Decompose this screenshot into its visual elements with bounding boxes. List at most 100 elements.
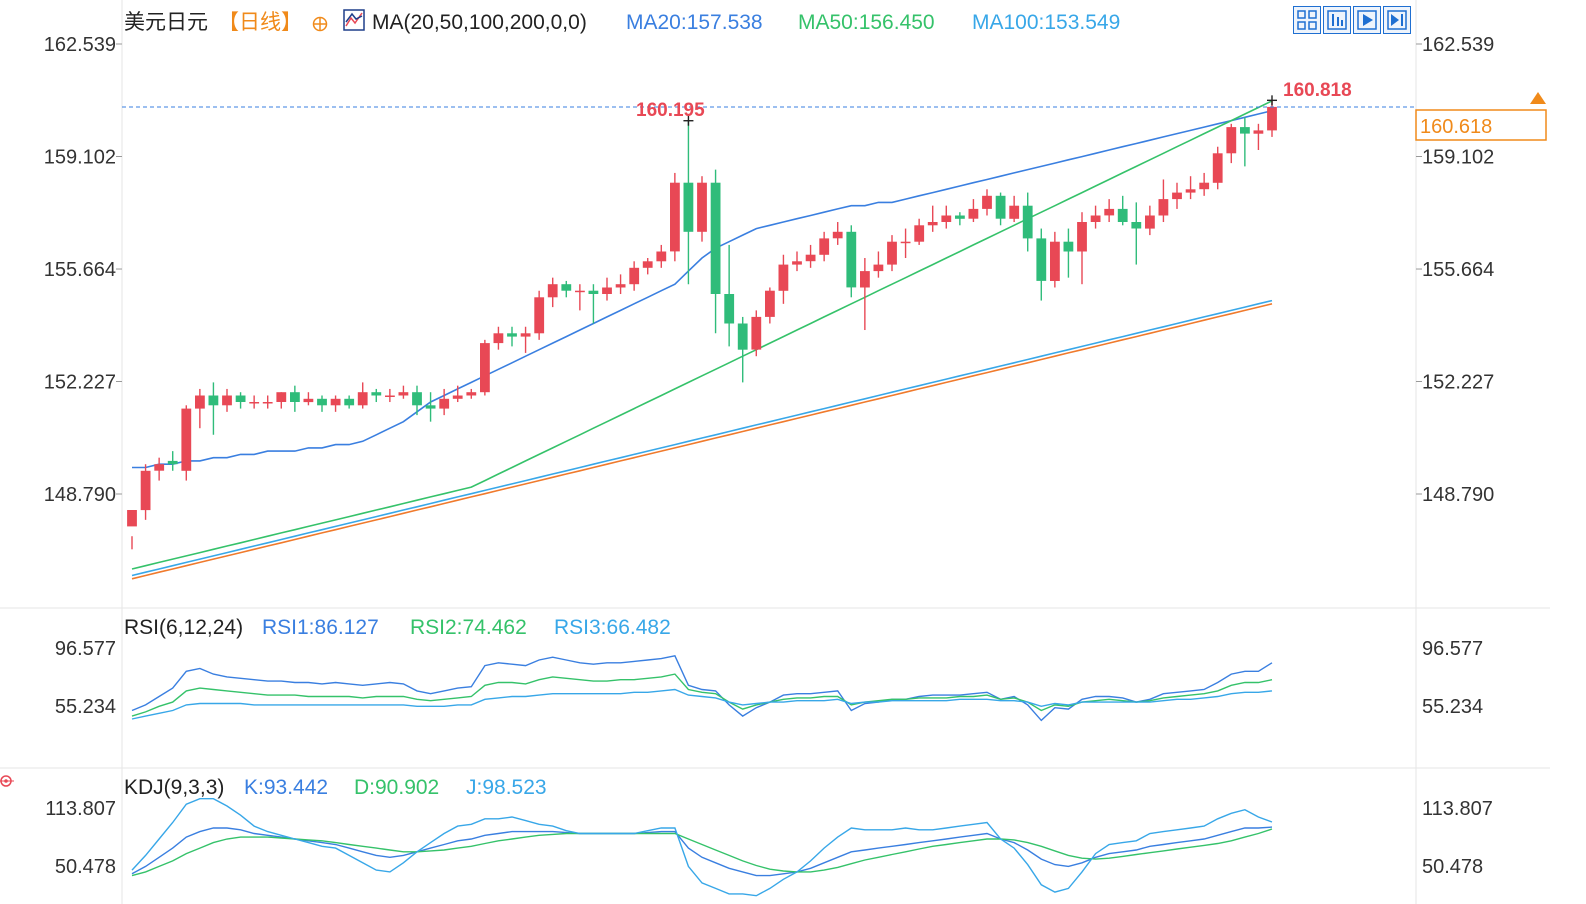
price-tick-left: 152.227	[44, 372, 116, 394]
ma-settings-icon[interactable]	[343, 9, 365, 31]
rsi-line-rsi2	[131, 673, 1273, 717]
price-axis-right: 162.539 159.102 155.664 152.227 148.790	[1416, 34, 1494, 506]
rsi-tick-left: 96.577	[55, 638, 116, 660]
candle-body	[140, 470, 151, 511]
candle	[1267, 100, 1277, 137]
candle-body	[1226, 127, 1237, 154]
candle-body	[846, 231, 857, 288]
candle-body	[1172, 192, 1182, 200]
candle	[1199, 172, 1210, 196]
play-button[interactable]	[1353, 6, 1381, 34]
k-value: K:93.442	[244, 776, 328, 799]
candle-body	[195, 395, 205, 409]
candle	[615, 274, 626, 295]
crosshair-button[interactable]	[1293, 6, 1321, 34]
candle-body	[466, 392, 477, 396]
candle	[1063, 228, 1074, 278]
kdj-axis: 113.807 113.807 50.478 50.478	[45, 798, 1493, 878]
zoom-button[interactable]	[1323, 6, 1351, 34]
candle	[1145, 205, 1155, 236]
candle	[1253, 123, 1264, 151]
price-tick-right: 155.664	[1422, 259, 1494, 281]
candle	[452, 385, 463, 403]
price-tick-left: 148.790	[44, 484, 116, 506]
candle	[425, 392, 436, 422]
candle	[507, 326, 517, 347]
candle-body	[1022, 205, 1033, 239]
candle	[629, 261, 640, 291]
forward-button[interactable]	[1383, 6, 1411, 34]
rsi-axis: 96.577 96.577 55.234 55.234	[55, 638, 1483, 718]
candle	[385, 388, 395, 403]
peak-label: 160.195	[636, 100, 705, 121]
candle-body	[452, 395, 463, 399]
high-annotation: 160.818	[1283, 80, 1352, 101]
candle-body	[683, 182, 694, 232]
price-tick-right: 162.539	[1422, 34, 1494, 56]
ma20-value: MA20:157.538	[626, 11, 763, 34]
candle-body	[1240, 127, 1250, 134]
candle-body	[1090, 215, 1101, 222]
candle-body	[670, 182, 680, 252]
candle	[1022, 192, 1033, 252]
ma-line-ma20	[132, 109, 1273, 469]
candle-body	[792, 261, 802, 265]
kdj-tick-right: 50.478	[1422, 856, 1483, 878]
ma100-value: MA100:153.549	[972, 11, 1120, 34]
period-label[interactable]: 【日线】	[218, 11, 302, 34]
kdj-tick-left: 50.478	[55, 856, 116, 878]
candle	[1240, 117, 1250, 167]
candle-body	[181, 408, 192, 471]
candle-body	[303, 398, 314, 403]
candle	[914, 218, 925, 245]
kdj-lines	[131, 798, 1273, 897]
candle-body	[588, 290, 599, 294]
selection-indicator-icon[interactable]	[0, 775, 14, 787]
candle-body	[1253, 130, 1264, 134]
current-price-label: 160.618	[1420, 116, 1492, 138]
candle	[466, 388, 477, 399]
candle	[222, 388, 232, 412]
candle-body	[317, 398, 327, 406]
play-icon	[1357, 10, 1377, 30]
candle	[181, 405, 192, 481]
candle	[195, 388, 205, 429]
symbol-title: 美元日元	[124, 11, 208, 34]
candle	[154, 457, 165, 481]
candle-body	[602, 287, 612, 294]
rsi-line-rsi1	[131, 655, 1273, 722]
candle	[832, 222, 843, 245]
kdj-line-d	[131, 828, 1273, 877]
candle	[1131, 202, 1142, 265]
candle	[1117, 195, 1128, 226]
ma-lines	[131, 100, 1273, 580]
candle	[439, 388, 450, 416]
candle-body	[235, 395, 246, 402]
ma50-value: MA50:156.450	[798, 11, 935, 34]
candle-body	[710, 182, 721, 294]
candle	[1172, 182, 1182, 209]
candle	[778, 254, 789, 304]
candle-body	[520, 333, 531, 337]
candle-body	[941, 215, 952, 222]
candle	[575, 284, 585, 311]
candle	[602, 277, 612, 301]
add-indicator-icon[interactable]	[312, 16, 328, 32]
candle-body	[1199, 182, 1210, 190]
candle-body	[208, 395, 219, 406]
ma-line-ma100	[131, 299, 1273, 577]
candle-body	[1077, 222, 1087, 252]
rsi3-value: RSI3:66.482	[554, 616, 671, 639]
candle	[344, 395, 355, 409]
candle	[1077, 212, 1087, 285]
candle-body	[1063, 241, 1074, 252]
candle-body	[127, 510, 137, 527]
candle	[710, 169, 721, 334]
kdj-tick-left: 113.807	[45, 798, 116, 820]
candle-body	[1158, 199, 1169, 216]
candle-body	[507, 333, 517, 337]
rsi-lines	[131, 655, 1273, 722]
candle	[927, 205, 938, 232]
candle-body	[805, 254, 816, 262]
